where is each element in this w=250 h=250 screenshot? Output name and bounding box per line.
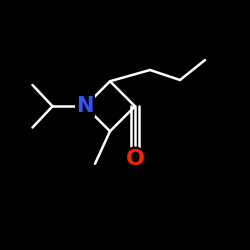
Text: O: O	[126, 149, 144, 169]
Text: N: N	[76, 96, 94, 116]
